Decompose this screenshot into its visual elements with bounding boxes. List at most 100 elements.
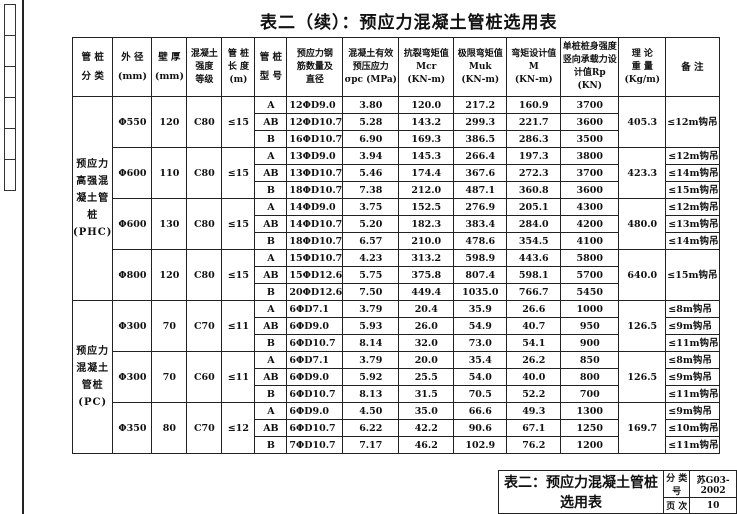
bearing-capacity: 800 xyxy=(560,368,620,386)
design-moment: 284.0 xyxy=(506,215,562,233)
ultimate-moment: 386.5 xyxy=(453,130,508,148)
prestress: 7.17 xyxy=(342,436,400,454)
remark: ≤12m钩吊 xyxy=(665,198,720,216)
theoretical-weight: 405.3 xyxy=(618,96,667,148)
pile-type: AB xyxy=(254,113,288,131)
table-row: Φ300 70 C60 ≤11 A 6ΦD7.1 3.79 20.0 35.4 26.2 850 12… xyxy=(73,351,720,403)
ultimate-moment: 35.9 xyxy=(453,300,508,318)
theoretical-weight: 126.5 xyxy=(618,351,667,403)
cracking-moment: 449.4 xyxy=(398,283,455,301)
theoretical-weight: 640.0 xyxy=(618,249,667,301)
prestress-steel: 7ΦD10.7 xyxy=(286,436,344,454)
ultimate-moment: 266.4 xyxy=(453,147,508,165)
concrete-grade: C70 xyxy=(186,300,223,352)
column-header: 管 桩型 号 xyxy=(254,37,288,97)
column-header: 理 论重 量 (Kg/m) xyxy=(618,37,667,97)
table-row: B 18ΦD10.7 7.38 212.0 487.1 360.8 3600 ≤15m钩吊 xyxy=(73,181,720,199)
design-moment: 205.1 xyxy=(506,198,562,216)
design-moment: 221.7 xyxy=(506,113,562,131)
design-moment: 197.3 xyxy=(506,147,562,165)
cracking-moment: 313.2 xyxy=(398,249,455,267)
theoretical-weight: 169.7 xyxy=(618,402,667,454)
cracking-moment: 182.3 xyxy=(398,215,455,233)
table-row: AB 12ΦD10.7 5.28 143.2 299.3 221.7 3600 xyxy=(73,113,720,131)
table-row: Φ600 110 C80 ≤15 A 13ΦD9.0 3.94 145.3 266.4 197.3… xyxy=(73,147,720,199)
outer-diameter: Φ550 xyxy=(112,96,153,148)
column-header: 壁 厚 (mm) xyxy=(151,37,188,97)
remark: ≤8m钩吊 xyxy=(665,300,720,318)
cracking-moment: 152.5 xyxy=(398,198,455,216)
remark: ≤12m钩吊 xyxy=(665,96,720,148)
remark: ≤11m钩吊 xyxy=(665,385,720,403)
design-moment: 40.7 xyxy=(506,317,562,335)
bearing-capacity: 3700 xyxy=(560,164,620,182)
column-header: 弯矩设计值 M (KN-m) xyxy=(506,37,562,97)
cracking-moment: 42.2 xyxy=(398,419,455,437)
table-row: Φ800 120 C80 ≤15 A 15ΦD10.7 4.23 313.2 598.9 443.… xyxy=(73,249,720,301)
pile-type: B xyxy=(254,334,288,352)
pile-category: 预应力混凝土管桩(PC) xyxy=(71,300,114,454)
cracking-moment: 145.3 xyxy=(398,147,455,165)
pile-type: B xyxy=(254,232,288,250)
table-row: AB 6ΦD10.7 6.22 42.2 90.6 67.1 1250 ≤10m钩吊 xyxy=(73,419,720,437)
ultimate-moment: 73.0 xyxy=(453,334,508,352)
cracking-moment: 32.0 xyxy=(398,334,455,352)
outer-diameter: Φ300 xyxy=(112,300,153,352)
prestress-steel: 13ΦD9.0 xyxy=(286,147,344,165)
pile-category: 预应力高强混凝土管桩(PHC) xyxy=(71,96,114,301)
ultimate-moment: 383.4 xyxy=(453,215,508,233)
pile-type: A xyxy=(254,351,288,369)
column-header: 管 桩长 度 (m) xyxy=(221,37,256,97)
pile-type: B xyxy=(254,130,288,148)
bearing-capacity: 5450 xyxy=(560,283,620,301)
ultimate-moment: 90.6 xyxy=(453,419,508,437)
prestress: 4.50 xyxy=(342,402,400,420)
column-header: 单桩桩身强度 竖向承载力设 计值Rp (KN) xyxy=(560,37,620,97)
prestress-steel: 12ΦD9.0 xyxy=(286,96,344,114)
prestress-steel: 6ΦD9.0 xyxy=(286,317,344,335)
ultimate-moment: 70.5 xyxy=(453,385,508,403)
prestress-steel: 20ΦD12.6 xyxy=(286,283,344,301)
ultimate-moment: 276.9 xyxy=(453,198,508,216)
design-moment: 26.6 xyxy=(506,300,562,318)
bearing-capacity: 3600 xyxy=(560,181,620,199)
outer-diameter: Φ350 xyxy=(112,402,153,454)
ultimate-moment: 478.6 xyxy=(453,232,508,250)
prestress-steel: 6ΦD10.7 xyxy=(286,385,344,403)
prestress: 6.90 xyxy=(342,130,400,148)
pile-type: B xyxy=(254,385,288,403)
outer-diameter: Φ600 xyxy=(112,147,153,199)
prestress: 5.28 xyxy=(342,113,400,131)
pile-type: AB xyxy=(254,215,288,233)
pile-type: AB xyxy=(254,317,288,335)
theoretical-weight: 423.3 xyxy=(618,147,667,199)
pile-length: ≤15 xyxy=(221,249,256,301)
concrete-grade: C80 xyxy=(186,198,223,250)
prestress-steel: 6ΦD10.7 xyxy=(286,334,344,352)
bearing-capacity: 1000 xyxy=(560,300,620,318)
column-header: 混凝土 强度 等级 xyxy=(186,37,223,97)
remark: ≤10m钩吊 xyxy=(665,419,720,437)
ultimate-moment: 66.6 xyxy=(453,402,508,420)
page-value: 10 xyxy=(689,497,737,514)
title-block: 表二：预应力混凝土管桩选用表 分 类 号 苏G03-2002 页 次 10 xyxy=(498,470,737,514)
bearing-capacity: 4100 xyxy=(560,232,620,250)
pile-type: A xyxy=(254,402,288,420)
prestress: 3.94 xyxy=(342,147,400,165)
cracking-moment: 143.2 xyxy=(398,113,455,131)
outer-diameter: Φ300 xyxy=(112,351,153,403)
wall-thickness: 120 xyxy=(151,96,188,148)
design-moment: 54.1 xyxy=(506,334,562,352)
wall-thickness: 130 xyxy=(151,198,188,250)
ultimate-moment: 102.9 xyxy=(453,436,508,454)
pile-type: A xyxy=(254,249,288,267)
prestress-steel: 6ΦD10.7 xyxy=(286,419,344,437)
prestress-steel: 14ΦD10.7 xyxy=(286,215,344,233)
table-row: Φ600 130 C80 ≤15 A 14ΦD9.0 3.75 152.5 276.9 205.1… xyxy=(73,198,720,250)
cracking-moment: 120.0 xyxy=(398,96,455,114)
prestress: 7.38 xyxy=(342,181,400,199)
remark: ≤14m钩吊 xyxy=(665,232,720,250)
cracking-moment: 31.5 xyxy=(398,385,455,403)
design-moment: 766.7 xyxy=(506,283,562,301)
remark: ≤9m钩吊 xyxy=(665,368,720,386)
